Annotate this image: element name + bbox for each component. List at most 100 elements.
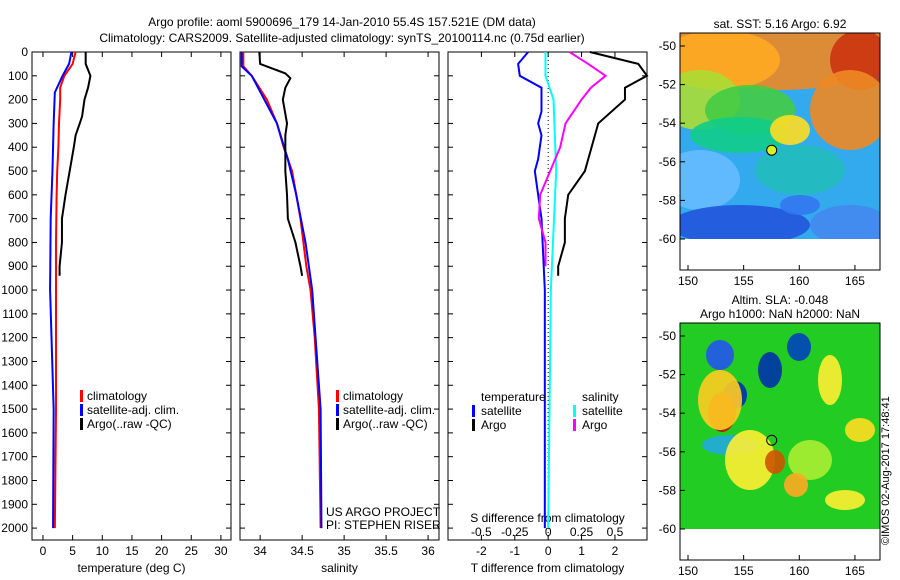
field-feature <box>770 115 810 145</box>
field-feature <box>755 145 845 195</box>
legend-label: climatology <box>87 389 147 403</box>
x-tick-label: 34 <box>253 544 267 558</box>
s-tick-label: 0 <box>545 525 552 539</box>
legend-label: satellite-adj. clim. <box>343 403 435 417</box>
title-line-1: Argo profile: aoml 5900696_179 14-Jan-20… <box>148 15 536 29</box>
field-feature <box>845 418 875 442</box>
s-tick-label: 0.25 <box>570 525 594 539</box>
legend-swatch <box>80 404 83 416</box>
series-s-satellite <box>544 52 558 529</box>
y-tick-label: 600 <box>8 188 28 202</box>
legend-heading: salinity <box>582 390 619 404</box>
legend-swatch <box>573 405 576 417</box>
legend-label: Argo(..raw -QC) <box>87 417 172 431</box>
legend-swatch <box>80 418 83 430</box>
plot-frame <box>447 51 648 541</box>
series-satellite-adj-clim- <box>240 52 323 529</box>
lat-tick-label: -56 <box>659 445 677 459</box>
legend-swatch <box>472 405 475 417</box>
field-feature <box>765 450 785 474</box>
field-feature <box>690 117 790 153</box>
legend-swatch <box>336 418 339 430</box>
lat-tick-label: -50 <box>659 39 677 53</box>
x-axis-label: temperature (deg C) <box>77 561 185 575</box>
map-field <box>680 33 880 239</box>
field-feature <box>680 150 740 210</box>
lat-tick-label: -50 <box>659 329 677 343</box>
field-feature <box>758 352 782 388</box>
series-t-argo <box>557 51 649 276</box>
y-tick-label: 1000 <box>1 283 28 297</box>
lon-tick-label: 150 <box>678 274 698 288</box>
project-annotation: PI: STEPHEN RISER <box>326 518 441 532</box>
legend-swatch <box>573 419 576 431</box>
series-climatology <box>53 51 77 529</box>
y-tick-label: 1400 <box>1 378 28 392</box>
field-feature <box>788 440 832 480</box>
legend-label: satellite-adj. clim. <box>87 403 179 417</box>
lat-tick-label: -60 <box>659 522 677 536</box>
map-field <box>680 323 880 529</box>
legend-label: Argo <box>481 418 507 432</box>
x-tick-label: 34.5 <box>290 544 314 558</box>
y-tick-label: 1900 <box>1 497 28 511</box>
lat-tick-label: -56 <box>659 155 677 169</box>
x-tick-label: 15 <box>125 544 139 558</box>
field-feature <box>810 205 880 239</box>
y-tick-label: 300 <box>8 116 28 130</box>
series-argo-raw-qc- <box>58 52 92 276</box>
x-tick-label: -1 <box>509 544 520 558</box>
field-feature <box>725 430 775 490</box>
x-tick-label: -2 <box>476 544 487 558</box>
y-tick-label: 1600 <box>1 426 28 440</box>
s-tick-label: -0.25 <box>501 525 529 539</box>
legend-label: Argo <box>582 418 608 432</box>
map-frame <box>679 322 881 561</box>
y-tick-label: 500 <box>8 164 28 178</box>
lon-tick-label: 155 <box>734 564 754 578</box>
lon-tick-label: 150 <box>678 564 698 578</box>
y-tick-label: 200 <box>8 93 28 107</box>
legend-label: Argo(..raw -QC) <box>343 417 428 431</box>
s-tick-label: -0.5 <box>471 525 492 539</box>
series-climatology <box>242 52 322 529</box>
x-tick-label: 35 <box>337 544 351 558</box>
y-tick-label: 1700 <box>1 450 28 464</box>
lon-tick-label: 160 <box>789 274 809 288</box>
lat-tick-label: -58 <box>659 193 677 207</box>
series-t-satellite <box>517 51 546 529</box>
argo-float-position-marker <box>766 144 778 156</box>
credit-text: ©IMOS 02-Aug-2017 17:48:41 <box>880 396 892 545</box>
x-tick-label: 10 <box>96 544 110 558</box>
title-line-2: Climatology: CARS2009. Satellite-adjuste… <box>99 31 584 45</box>
y-tick-label: 1800 <box>1 473 28 487</box>
x-axis-label: salinity <box>321 561 358 575</box>
y-tick-label: 100 <box>8 69 28 83</box>
y-tick-label: 0 <box>21 45 28 59</box>
map-frame <box>679 32 881 271</box>
x-axis-label: T difference from climatology <box>471 561 625 575</box>
x-tick-label: 5 <box>69 544 76 558</box>
map-title: sat. SST: 5.16 Argo: 6.92 <box>714 17 847 31</box>
lat-tick-label: -52 <box>659 368 677 382</box>
legend-label: satellite <box>481 404 522 418</box>
x-tick-label: 30 <box>214 544 228 558</box>
map-title: Argo h1000: NaN h2000: NaN <box>700 307 860 321</box>
panel-sal: 34 34.5 35 35.5 36 salinity climatologysatelli… <box>239 51 441 575</box>
lon-tick-label: 165 <box>845 274 865 288</box>
legend-label: climatology <box>343 389 403 403</box>
lat-tick-label: -54 <box>659 116 677 130</box>
legend-swatch <box>336 390 339 402</box>
field-feature <box>810 70 880 150</box>
field-feature <box>706 340 734 370</box>
x-tick-label: 20 <box>155 544 169 558</box>
legend-swatch <box>80 390 83 402</box>
lon-tick-label: 165 <box>845 564 865 578</box>
lon-tick-label: 155 <box>734 274 754 288</box>
y-tick-label: 400 <box>8 140 28 154</box>
x-tick-label: 2 <box>612 544 619 558</box>
